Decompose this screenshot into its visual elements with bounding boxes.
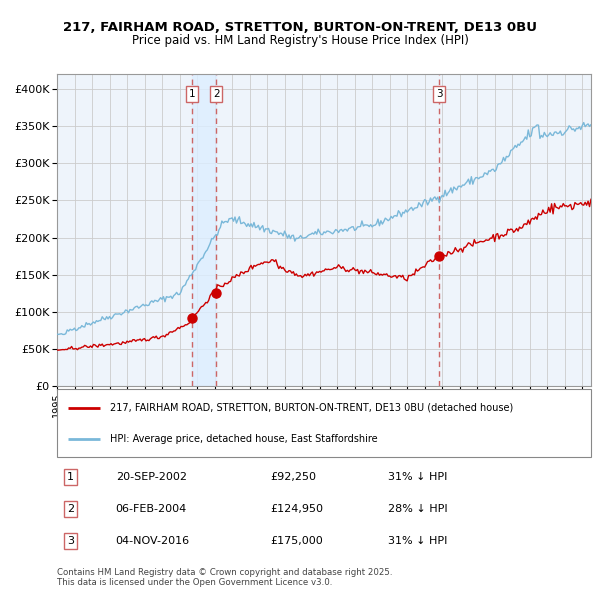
Text: £92,250: £92,250 (271, 472, 317, 482)
Text: Price paid vs. HM Land Registry's House Price Index (HPI): Price paid vs. HM Land Registry's House … (131, 34, 469, 47)
FancyBboxPatch shape (57, 389, 591, 457)
Text: £124,950: £124,950 (271, 504, 323, 514)
Bar (192, 74, 217, 386)
Text: 217, FAIRHAM ROAD, STRETTON, BURTON-ON-TRENT, DE13 0BU (detached house): 217, FAIRHAM ROAD, STRETTON, BURTON-ON-T… (110, 403, 514, 413)
Text: 2: 2 (67, 504, 74, 514)
Text: HPI: Average price, detached house, East Staffordshire: HPI: Average price, detached house, East… (110, 434, 378, 444)
Text: 3: 3 (436, 89, 443, 99)
Text: 3: 3 (67, 536, 74, 546)
Text: 1: 1 (67, 472, 74, 482)
Text: 28% ↓ HPI: 28% ↓ HPI (388, 504, 448, 514)
Text: 1: 1 (189, 89, 196, 99)
Text: 217, FAIRHAM ROAD, STRETTON, BURTON-ON-TRENT, DE13 0BU: 217, FAIRHAM ROAD, STRETTON, BURTON-ON-T… (63, 21, 537, 34)
Text: £175,000: £175,000 (271, 536, 323, 546)
Text: 31% ↓ HPI: 31% ↓ HPI (388, 536, 448, 546)
Text: 2: 2 (213, 89, 220, 99)
Text: 04-NOV-2016: 04-NOV-2016 (116, 536, 190, 546)
Text: 20-SEP-2002: 20-SEP-2002 (116, 472, 187, 482)
Text: Contains HM Land Registry data © Crown copyright and database right 2025.
This d: Contains HM Land Registry data © Crown c… (57, 568, 392, 587)
Text: 06-FEB-2004: 06-FEB-2004 (116, 504, 187, 514)
Text: 31% ↓ HPI: 31% ↓ HPI (388, 472, 448, 482)
